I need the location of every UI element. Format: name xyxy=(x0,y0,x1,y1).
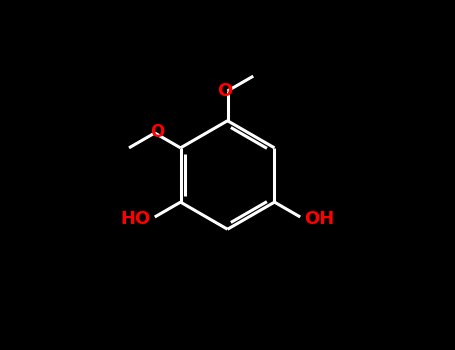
Text: HO: HO xyxy=(120,210,151,228)
Text: O: O xyxy=(151,123,165,141)
Text: OH: OH xyxy=(304,210,335,228)
Text: O: O xyxy=(217,82,233,100)
